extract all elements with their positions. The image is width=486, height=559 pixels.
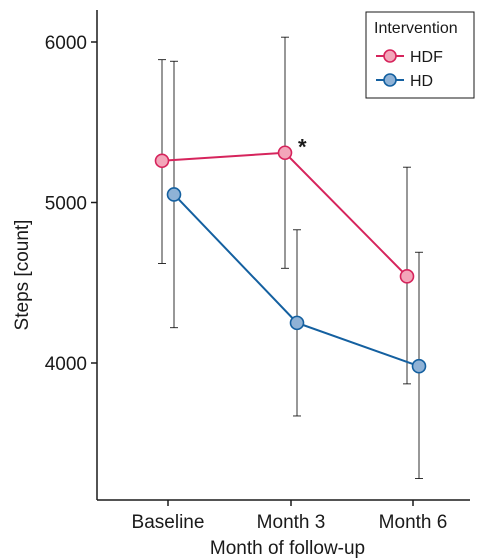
data-point-hdf <box>277 145 293 161</box>
axes <box>96 10 470 501</box>
significance-asterisk: * <box>298 135 307 160</box>
series-line-hdf <box>161 151 408 278</box>
y-axis-title: Steps [count] <box>12 220 33 331</box>
legend-title: Intervention <box>374 20 458 37</box>
error-bars <box>158 36 423 480</box>
series-line-hd <box>173 193 420 368</box>
legend-label: HDF <box>410 49 443 66</box>
x-tick-label: Month 6 <box>379 512 448 533</box>
legend-items: HDF HD <box>376 49 443 90</box>
series-lines <box>161 151 420 368</box>
legend-item-hdf: HDF <box>376 49 443 66</box>
y-tick-label: 5000 <box>45 194 87 215</box>
data-point-hd <box>289 315 305 331</box>
y-tick-label: 6000 <box>45 33 87 54</box>
data-point-hdf <box>399 269 415 284</box>
x-tick-label: Baseline <box>132 512 205 533</box>
annotations: * <box>298 135 307 160</box>
legend-label: HD <box>410 73 433 90</box>
data-point-hd <box>411 358 427 374</box>
data-point-hd <box>166 187 182 202</box>
legend-marker-swatch <box>383 49 397 63</box>
series-markers <box>154 145 427 374</box>
x-axis-title: Month of follow-up <box>210 538 365 559</box>
legend-item-hd: HD <box>376 73 433 90</box>
x-tick-label: Month 3 <box>257 512 326 533</box>
ticks: 4000 5000 6000 Baseline Month 3 Month 6 <box>45 33 448 533</box>
data-point-hdf <box>154 153 170 169</box>
y-tick-label: 4000 <box>45 354 87 375</box>
legend: Intervention HDF HD <box>365 11 475 99</box>
legend-marker-swatch <box>383 73 397 87</box>
